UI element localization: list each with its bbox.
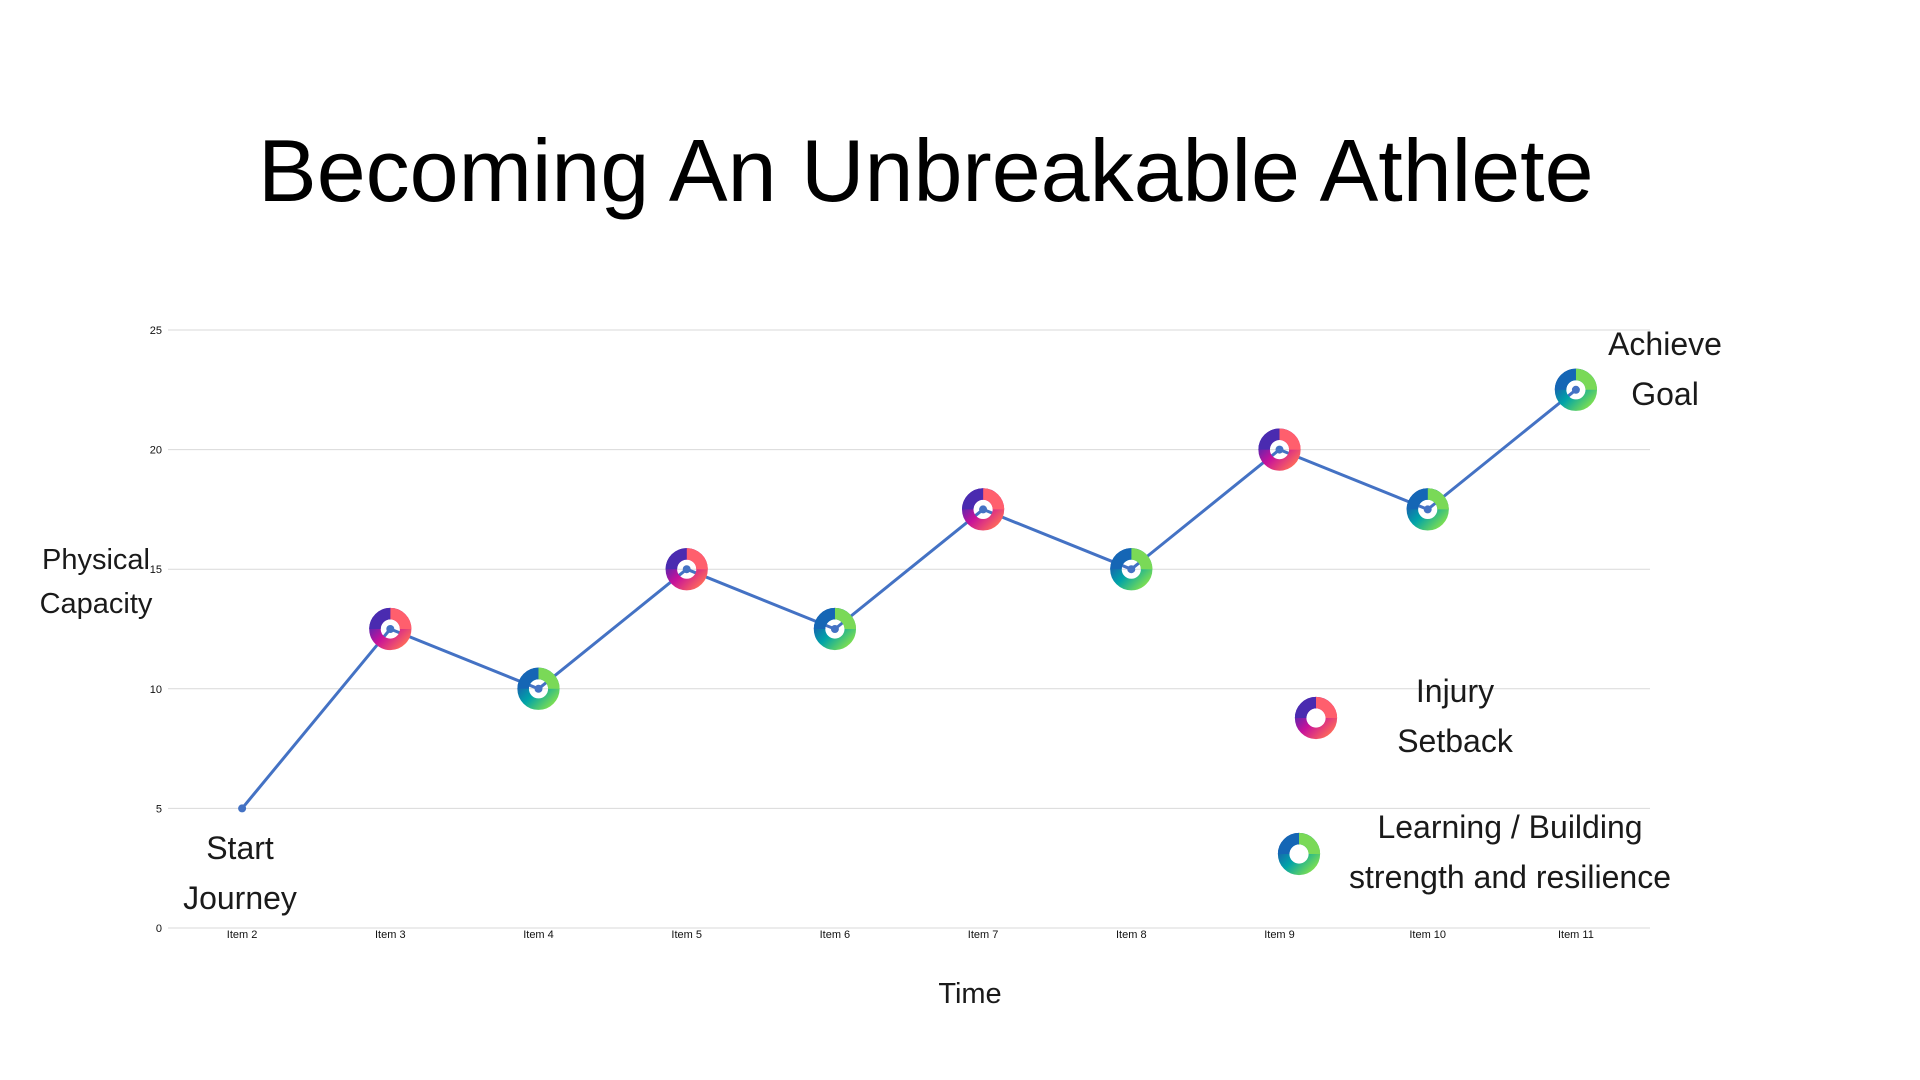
page-title: Becoming An Unbreakable Athlete (258, 121, 1594, 220)
series-line-path (240, 388, 1577, 810)
gridlines (168, 329, 1650, 929)
series-markers (238, 369, 1597, 813)
goal-annotation: Achieve Goal (1590, 319, 1740, 419)
x-axis-ticks: Item 2 Item 3 Item 4 Item 5 Item 6 Item 7 Item… (227, 929, 1594, 941)
y-axis-ticks: 0 5 10 15 20 25 (150, 325, 162, 935)
y-axis-label: Physical Capacity (16, 538, 176, 626)
y-tick-label: 15 (150, 564, 162, 576)
x-tick-label: Item 8 (1116, 929, 1147, 941)
x-axis-label: Time (938, 978, 1002, 1010)
y-tick-label: 0 (156, 923, 162, 935)
series-line (240, 388, 1577, 810)
legend-setback-label: Injury Setback (1370, 666, 1540, 766)
x-tick-label: Item 4 (523, 929, 554, 941)
x-tick-label: Item 10 (1409, 929, 1446, 941)
legend-learning-icon (1278, 833, 1320, 869)
legend-setback-icon (1295, 697, 1337, 733)
legend-setback-line1: Injury (1415, 673, 1495, 709)
legend-setback-line2: Setback (1397, 723, 1513, 759)
y-axis-label-line1: Physical (42, 544, 150, 576)
data-point (1571, 385, 1580, 394)
x-tick-label: Item 5 (671, 929, 702, 941)
data-point (386, 625, 395, 633)
y-axis-label-line2: Capacity (39, 588, 153, 620)
legend-learning-line1: Learning / Building (1377, 809, 1643, 845)
data-point (830, 625, 839, 633)
start-annotation: Start Journey (170, 823, 310, 923)
start-annotation-line1: Start (206, 830, 274, 866)
goal-annotation-line2: Goal (1631, 376, 1699, 412)
legend-markers (1278, 697, 1337, 869)
y-tick-label: 10 (150, 684, 162, 696)
start-annotation-line2: Journey (183, 880, 297, 916)
data-point (238, 804, 247, 813)
y-tick-label: 5 (156, 803, 162, 815)
data-point (979, 505, 988, 514)
x-tick-label: Item 9 (1264, 929, 1295, 941)
y-tick-label: 25 (150, 325, 162, 337)
data-point (682, 565, 691, 574)
x-tick-label: Item 7 (968, 929, 999, 941)
goal-annotation-line1: Achieve (1608, 326, 1722, 362)
data-point (1127, 565, 1136, 574)
x-tick-label: Item 2 (227, 929, 258, 941)
y-tick-label: 20 (150, 445, 162, 457)
legend-learning-line2: strength and resilience (1349, 859, 1671, 895)
x-tick-label: Item 6 (820, 929, 851, 941)
data-point (1275, 445, 1284, 454)
legend-learning-label: Learning / Building strength and resilie… (1330, 802, 1690, 902)
data-point (534, 684, 543, 693)
x-tick-label: Item 11 (1558, 929, 1594, 941)
data-point (1423, 505, 1432, 514)
x-tick-label: Item 3 (375, 929, 406, 941)
